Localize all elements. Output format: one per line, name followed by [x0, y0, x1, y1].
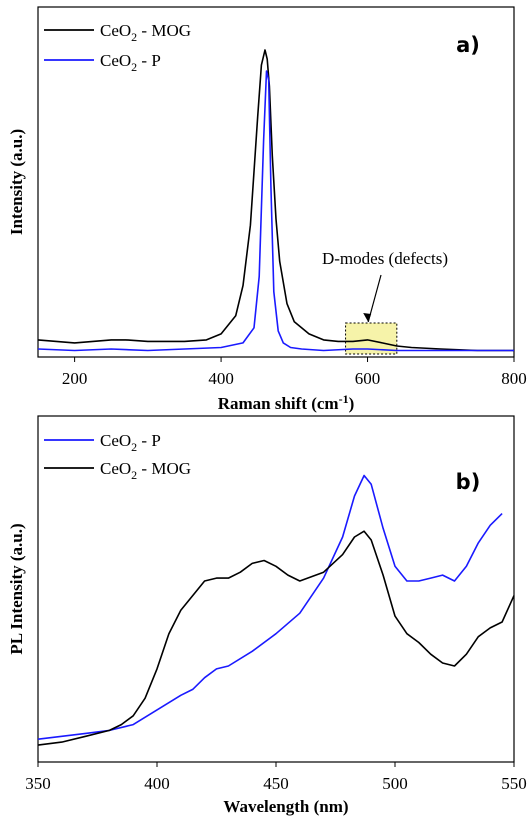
y-axis-title: Intensity (a.u.): [7, 129, 26, 235]
legend-label: CeO2 - P: [100, 431, 161, 454]
x-tick-label: 200: [62, 369, 88, 388]
annotation-arrowhead: [363, 313, 372, 322]
x-tick-label: 400: [144, 774, 170, 793]
y-axis-title: PL Intensity (a.u.): [7, 523, 26, 654]
x-tick-label: 350: [25, 774, 51, 793]
x-axis-title: Raman shift (cm-1): [218, 392, 355, 413]
series-line-mog: [37, 530, 515, 746]
x-tick-label: 600: [355, 369, 381, 388]
chart-panel-b: 350 400 450 500 550 CeO2 - P CeO2 - MOG b) PL In…: [7, 415, 527, 816]
x-tick-label: 550: [501, 774, 527, 793]
panel-label: a): [456, 33, 480, 57]
x-tick-label: 800: [501, 369, 527, 388]
x-tick-label: 400: [208, 369, 234, 388]
x-tick-label: 450: [263, 774, 289, 793]
x-axis-title: Wavelength (nm): [223, 797, 348, 816]
series-line-p: [37, 474, 503, 740]
annotation-label: D-modes (defects): [322, 249, 448, 268]
legend-label: CeO2 - MOG: [100, 459, 191, 482]
legend-label: CeO2 - MOG: [100, 21, 191, 44]
x-tick-label: 500: [382, 774, 408, 793]
chart-panel-a: D-modes (defects) 200 400 600 800 CeO2 - MOG C…: [7, 6, 527, 413]
panel-label: b): [456, 470, 481, 494]
series-line-mog: [37, 49, 514, 352]
legend-label: CeO2 - P: [100, 51, 161, 74]
series-line-p: [37, 70, 514, 352]
plot-frame: [37, 6, 515, 358]
